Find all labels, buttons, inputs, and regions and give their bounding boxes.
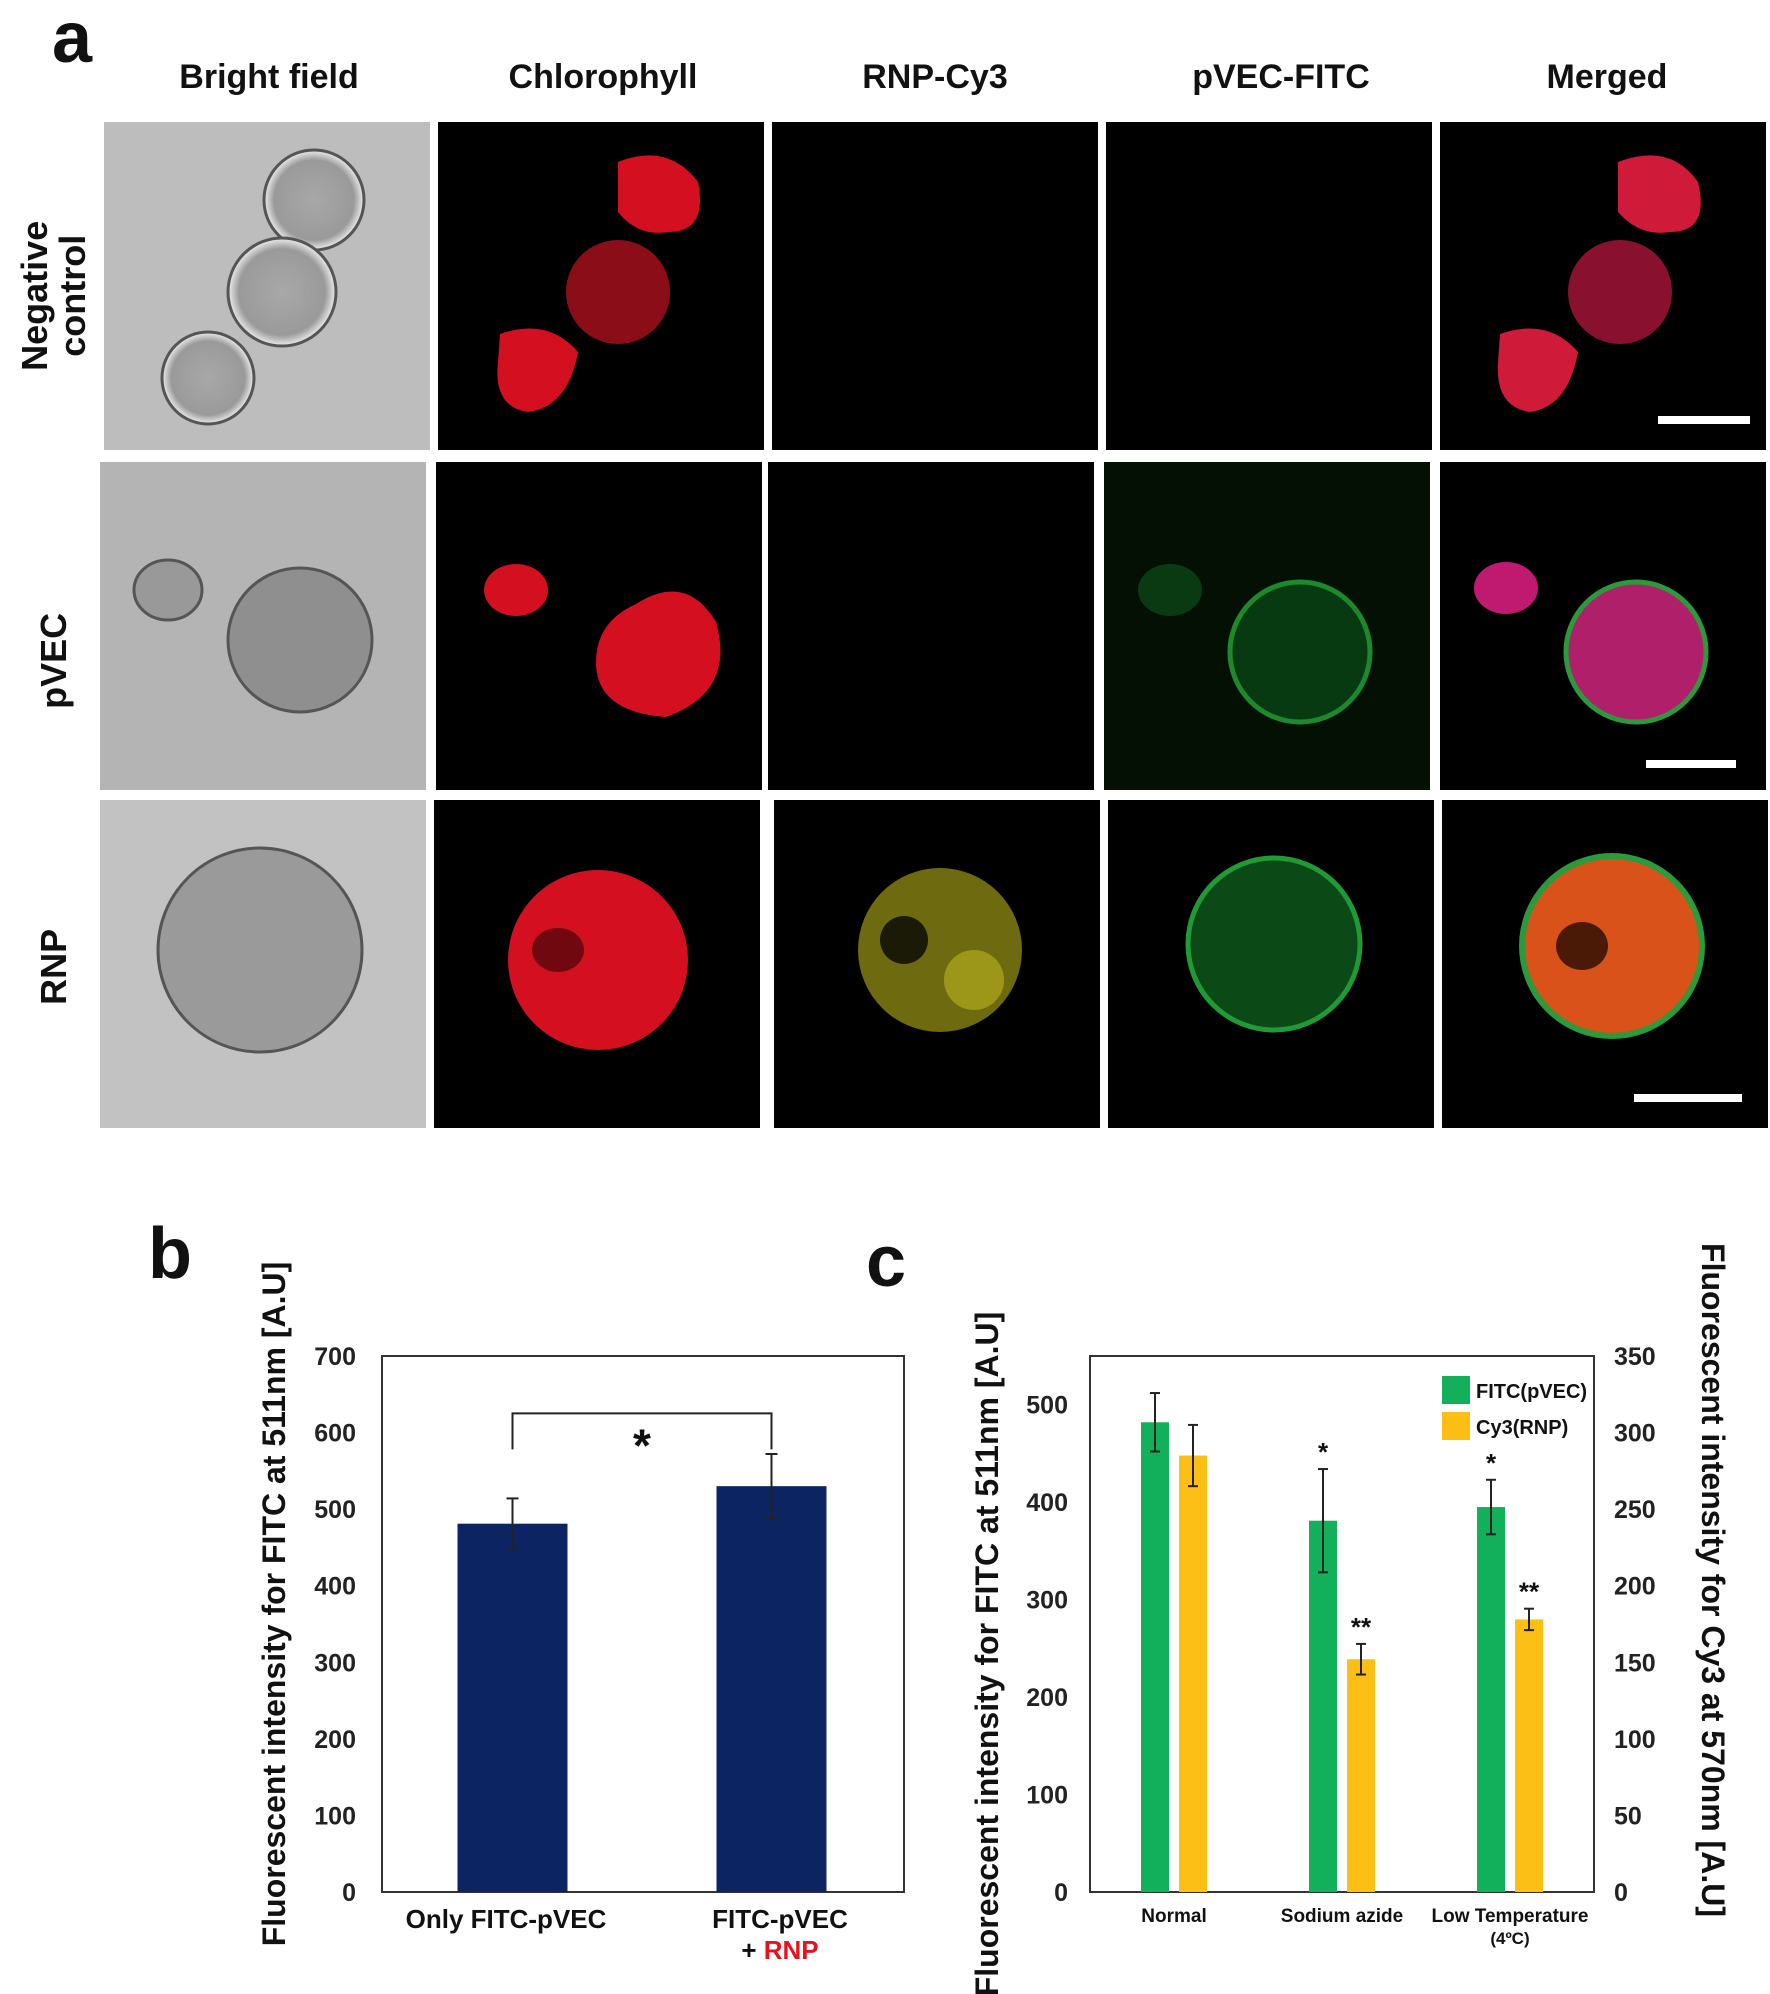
- micrograph-rnp-merged: [1442, 800, 1768, 1128]
- micrograph-pvec-merged: [1440, 462, 1766, 790]
- micrograph-rnp-rnp-cy3: [774, 800, 1100, 1128]
- micrograph-rnp-pvec-fitc: [1108, 800, 1434, 1128]
- bar: [716, 1486, 827, 1892]
- y-tick-label: 0: [342, 1879, 356, 1907]
- right-y-tick-label: 200: [1614, 1573, 1656, 1601]
- bright-field-cells-image: [100, 800, 426, 1128]
- legend-swatch: [1442, 1412, 1470, 1440]
- fitc-cells-image: [1185, 855, 1363, 1033]
- legend-swatch: [1442, 1376, 1470, 1404]
- significance-star: **: [1519, 1577, 1540, 1607]
- significance-star: **: [1351, 1612, 1372, 1642]
- micrograph-pvec-chlorophyll: [436, 462, 762, 790]
- bar: [1515, 1619, 1543, 1892]
- scale-bar: [1646, 760, 1736, 768]
- significance-star: *: [633, 1419, 651, 1471]
- y-tick-label: 400: [314, 1573, 356, 1601]
- significance-star: *: [1318, 1437, 1329, 1467]
- column-heading-pvec-fitc: pVEC-FITC: [1192, 58, 1370, 96]
- chlorophyll-cells-image: [508, 870, 688, 1050]
- column-heading-chlorophyll: Chlorophyll: [508, 58, 698, 96]
- micrograph-negative-pvec-fitc: [1106, 122, 1432, 450]
- right-y-tick-label: 50: [1614, 1802, 1642, 1830]
- bar: [1179, 1455, 1207, 1892]
- cy3-cells-image: [858, 868, 1022, 1032]
- micrograph-pvec-rnp-cy3: [768, 462, 1094, 790]
- x-category-label: Normal: [1141, 1906, 1206, 1927]
- fitc-cells-image: [1104, 462, 1430, 790]
- bright-field-cells-image: [104, 122, 430, 450]
- left-y-tick-label: 0: [1054, 1879, 1068, 1907]
- scale-bar: [1658, 416, 1750, 424]
- merged-cells-image: [1474, 562, 1709, 725]
- x-category-label: Sodium azide: [1281, 1906, 1403, 1927]
- micrograph-negative-chlorophyll: [438, 122, 764, 450]
- y-tick-label: 600: [314, 1420, 356, 1448]
- micrograph-negative-rnp-cy3: [772, 122, 1098, 450]
- bar: [457, 1523, 568, 1892]
- bar: [1309, 1520, 1337, 1892]
- column-heading-merged: Merged: [1546, 58, 1668, 96]
- right-y-tick-label: 150: [1614, 1649, 1656, 1677]
- left-y-tick-label: 500: [1026, 1392, 1068, 1420]
- panel-b-category-label: FITC-pVEC + RNP: [712, 1904, 848, 1965]
- y-axis-label: Fluorescent intensity for FITC at 511nm …: [256, 1262, 292, 1947]
- plot-frame: [1089, 1355, 1595, 1893]
- bright-field-cells-image: [100, 462, 426, 790]
- right-y-tick-label: 100: [1614, 1726, 1656, 1754]
- panel-c-letter: c: [866, 1222, 907, 1302]
- bar: [1477, 1507, 1505, 1892]
- column-heading-rnp-cy3: RNP-Cy3: [862, 58, 1008, 96]
- micrograph-rnp-chlorophyll: [434, 800, 760, 1128]
- left-y-tick-label: 100: [1026, 1782, 1068, 1810]
- significance-star: *: [1486, 1448, 1497, 1478]
- micrograph-negative-bright-field: [104, 122, 430, 450]
- left-y-tick-label: 400: [1026, 1489, 1068, 1517]
- scale-bar: [1634, 1094, 1742, 1102]
- chlorophyll-cells-image: [484, 564, 721, 717]
- merged-cells-image: [1497, 155, 1701, 412]
- plot-frame: [381, 1355, 905, 1893]
- column-heading-bright-field: Bright field: [179, 58, 359, 96]
- right-y-axis-label: Fluorescent intensity for Cy3 at 570nm […: [1695, 1243, 1731, 1917]
- left-y-tick-label: 300: [1026, 1587, 1068, 1615]
- panel-b-category-label: Only FITC-pVEC: [405, 1904, 607, 1934]
- panel-b-letter: b: [148, 1214, 192, 1294]
- micrograph-pvec-bright-field: [100, 462, 426, 790]
- y-tick-label: 500: [314, 1496, 356, 1524]
- merged-cells-image: [1519, 853, 1705, 1039]
- panel-a-letter: a: [52, 0, 93, 78]
- legend-label: Cy3(RNP): [1476, 1417, 1568, 1439]
- right-y-tick-label: 250: [1614, 1496, 1656, 1524]
- y-tick-label: 300: [314, 1649, 356, 1677]
- significance-bracket: [511, 1412, 773, 1450]
- micrograph-negative-merged: [1440, 122, 1766, 450]
- right-y-tick-label: 300: [1614, 1420, 1656, 1448]
- y-tick-label: 200: [314, 1726, 356, 1754]
- y-tick-label: 100: [314, 1802, 356, 1830]
- left-y-axis-label: Fluorescent intensity for FITC at 511nm …: [969, 1312, 1005, 1994]
- left-y-tick-label: 200: [1026, 1684, 1068, 1712]
- right-y-tick-label: 350: [1614, 1343, 1656, 1371]
- micrograph-rnp-bright-field: [100, 800, 426, 1128]
- x-category-sublabel: (4ºC): [1490, 1929, 1529, 1948]
- x-category-label: Low Temperature: [1432, 1906, 1589, 1927]
- y-tick-label: 700: [314, 1343, 356, 1371]
- bar: [1347, 1659, 1375, 1892]
- chlorophyll-cells-image: [497, 155, 700, 412]
- right-y-tick-label: 0: [1614, 1879, 1628, 1907]
- micrograph-pvec-pvec-fitc: [1104, 462, 1430, 790]
- bar: [1141, 1422, 1169, 1892]
- legend-label: FITC(pVEC): [1476, 1381, 1587, 1403]
